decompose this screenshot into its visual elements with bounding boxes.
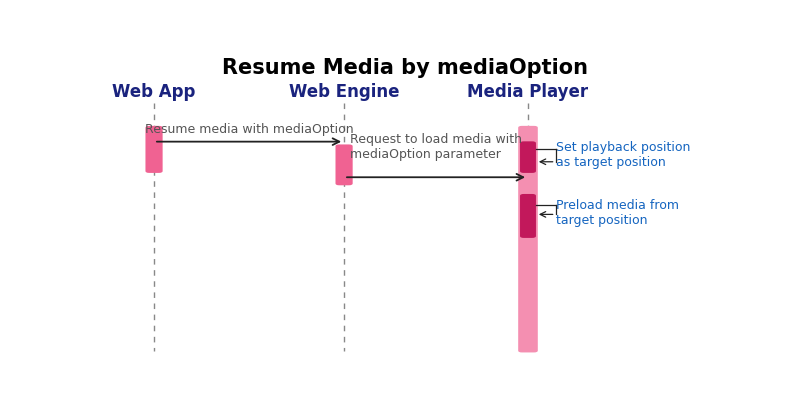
- FancyBboxPatch shape: [518, 127, 538, 352]
- Text: Web App: Web App: [112, 82, 195, 100]
- FancyBboxPatch shape: [335, 145, 353, 186]
- Text: Preload media from
target position: Preload media from target position: [555, 198, 679, 226]
- FancyBboxPatch shape: [146, 127, 163, 174]
- Text: Set playback position
as target position: Set playback position as target position: [555, 141, 690, 168]
- Text: Media Player: Media Player: [467, 82, 589, 100]
- Text: Request to load media with
mediaOption parameter: Request to load media with mediaOption p…: [350, 133, 522, 161]
- Text: Resume media with mediaOption: Resume media with mediaOption: [145, 123, 354, 136]
- Text: Resume Media by mediaOption: Resume Media by mediaOption: [222, 57, 589, 77]
- FancyBboxPatch shape: [520, 142, 536, 174]
- Text: Web Engine: Web Engine: [289, 82, 399, 100]
- FancyBboxPatch shape: [520, 194, 536, 238]
